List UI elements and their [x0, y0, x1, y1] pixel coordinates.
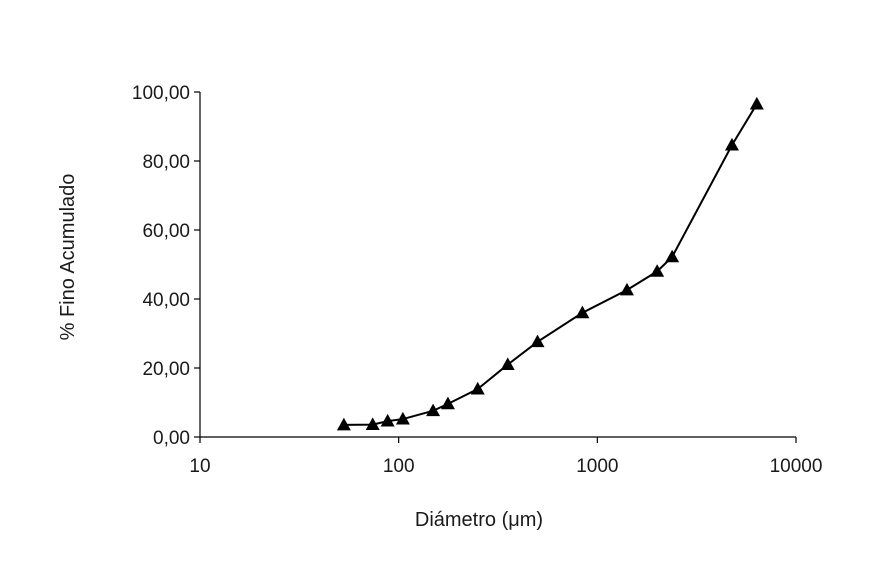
- y-tick-label: 20,00: [142, 359, 190, 380]
- data-point-marker: [336, 417, 351, 431]
- chart-card: [8, 6, 866, 563]
- y-ticks: 0,00 20,00 40,00 60,00 80,00 100,00: [132, 83, 200, 449]
- series-line: [343, 103, 758, 426]
- data-point-marker: [724, 137, 739, 151]
- data-point-marker: [650, 264, 665, 277]
- data-point-marker: [365, 417, 380, 430]
- x-axis-label: Diámetro (μm): [415, 509, 543, 531]
- data-point-marker: [530, 334, 545, 348]
- data-point-marker: [440, 396, 455, 410]
- y-tick-label: 0,00: [153, 428, 190, 449]
- y-tick-label: 60,00: [142, 221, 190, 242]
- data-point-marker: [749, 96, 764, 110]
- data-point-marker: [619, 282, 634, 296]
- data-point-marker: [426, 403, 441, 417]
- x-tick-label: 10000: [770, 456, 823, 477]
- x-tick-label: 1000: [576, 456, 618, 477]
- data-point-marker: [575, 305, 590, 319]
- axes: [199, 92, 796, 438]
- y-tick-label: 40,00: [142, 290, 190, 311]
- series-layer: [336, 96, 764, 431]
- x-tick-label: 100: [383, 456, 415, 477]
- y-axis-label: % Fino Acumulado: [57, 174, 79, 341]
- y-tick-label: 100,00: [132, 83, 190, 104]
- x-tick-label: 10: [189, 456, 210, 477]
- x-ticks: 10 100 1000 10000: [189, 437, 822, 477]
- data-point-marker: [380, 413, 395, 427]
- data-point-marker: [395, 411, 410, 425]
- y-tick-label: 80,00: [142, 152, 190, 173]
- data-point-marker: [665, 249, 680, 263]
- data-point-marker: [470, 381, 485, 395]
- data-point-marker: [500, 357, 515, 370]
